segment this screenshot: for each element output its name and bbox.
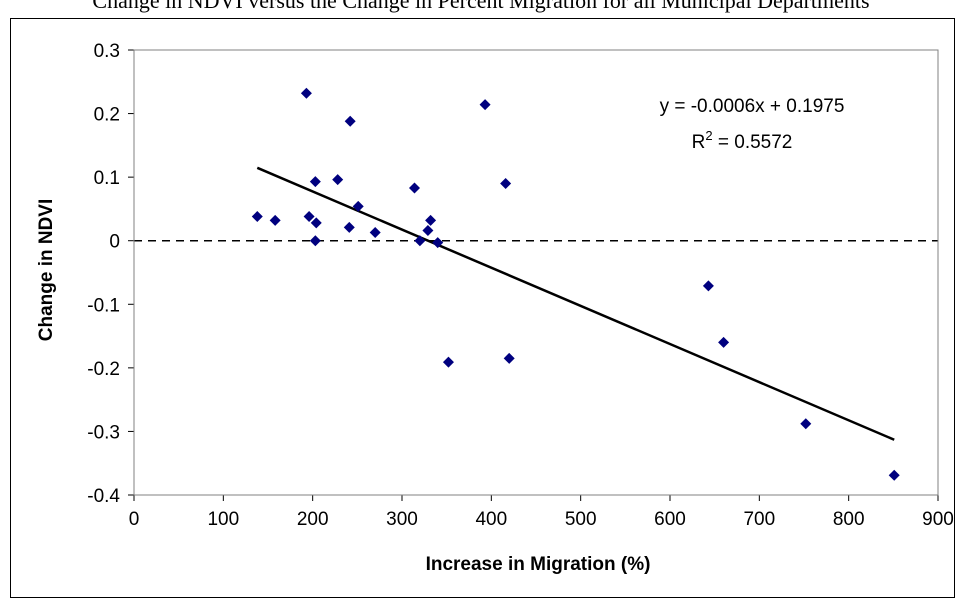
data-point [442, 356, 454, 368]
data-points [251, 87, 900, 481]
x-tick-label: 300 [386, 509, 418, 530]
y-tick-label: -0.4 [87, 486, 120, 507]
data-point [503, 352, 515, 364]
trend-line [256, 166, 895, 441]
r2-superscript: 2 [705, 128, 712, 143]
data-point [800, 418, 812, 430]
x-tick-label: 800 [833, 509, 865, 530]
data-point [343, 221, 355, 233]
y-tick-label: -0.1 [87, 295, 120, 316]
y-tick-label: 0.2 [94, 105, 120, 126]
data-point [414, 235, 426, 247]
data-point [422, 225, 434, 237]
data-point [309, 235, 321, 247]
x-tick-label: 0 [129, 509, 140, 530]
data-point [500, 178, 512, 189]
y-tick-label: -0.3 [87, 422, 120, 443]
page-caption: Change in NDVI versus the Change in Perc… [92, 0, 870, 13]
data-point [251, 211, 263, 223]
y-axis-ticks: -0.4 -0.3 -0.2 -0.1 0 0.1 0.2 0.3 [87, 41, 134, 507]
trend-r-squared: R2 = 0.5572 [692, 128, 793, 153]
data-point [352, 200, 364, 212]
data-point [888, 469, 900, 481]
data-point [309, 176, 321, 188]
data-point [303, 211, 315, 223]
chart-frame [10, 18, 955, 598]
data-point [409, 182, 421, 194]
x-tick-label: 900 [922, 509, 954, 530]
data-point [344, 115, 356, 127]
x-tick-label: 700 [743, 509, 775, 530]
x-tick-label: 100 [207, 509, 239, 530]
data-point [479, 99, 491, 111]
data-point [300, 87, 312, 99]
y-tick-label: -0.2 [87, 359, 120, 380]
x-tick-label: 600 [654, 509, 686, 530]
y-tick-label: 0.1 [94, 168, 120, 189]
data-point [269, 214, 281, 226]
data-point [369, 226, 381, 238]
r2-label: R [692, 132, 706, 153]
trend-equation: y = -0.0006x + 0.1975 [660, 96, 845, 117]
y-tick-label: 0 [109, 232, 120, 253]
x-axis-title: Increase in Migration (%) [426, 554, 651, 575]
x-tick-label: 400 [475, 509, 507, 530]
data-point [425, 214, 437, 226]
y-axis-title: Change in NDVI [36, 199, 57, 342]
x-tick-label: 200 [297, 509, 329, 530]
x-tick-label: 500 [565, 509, 597, 530]
data-point [432, 237, 444, 249]
x-axis-ticks: 0 100 200 300 400 500 600 700 800 900 [129, 495, 954, 530]
data-point [310, 217, 322, 229]
y-tick-label: 0.3 [94, 41, 120, 62]
data-point [702, 280, 714, 292]
plot-area-border [133, 49, 939, 496]
data-point [718, 336, 730, 348]
data-point [332, 174, 344, 186]
r2-value: = 0.5572 [713, 132, 793, 153]
